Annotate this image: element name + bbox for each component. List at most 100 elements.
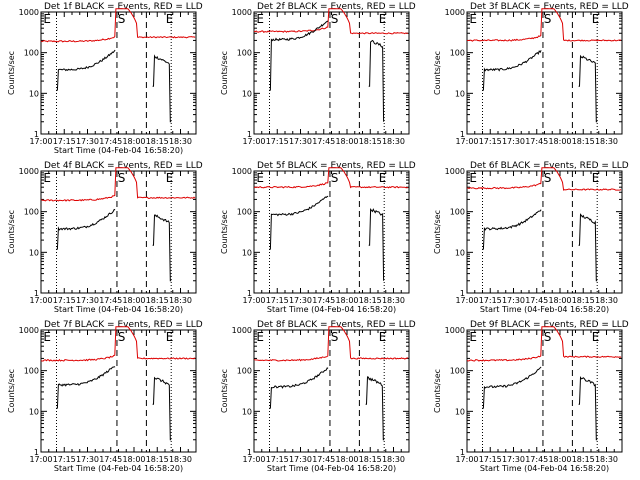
panel-title: Det 9f BLACK = Events, RED = LLD [470,320,629,330]
y-tick-label: 100 [24,208,39,217]
panel-6: Det 6f BLACK = Events, RED = LLD 1 10 100 10… [433,161,629,314]
marker-e: E [166,171,174,185]
marker-s: S [118,171,126,185]
panel-title: Det 3f BLACK = Events, RED = LLD [470,2,629,12]
x-tick-label: 17:15 [53,455,76,464]
y-axis-label: Counts/sec [220,51,229,95]
series-lld-line [40,326,196,362]
x-tick-label: 17:30 [76,137,99,146]
plot-frame [466,329,623,453]
y-axis-label: Counts/sec [7,369,16,413]
marker-s: S [331,12,339,26]
y-tick-label: 10 [242,407,252,416]
marker-e: E [166,330,174,344]
x-tick-label: 17:45 [312,137,335,146]
x-tick-label: 18:30 [382,137,405,146]
panel-3: Det 3f BLACK = Events, RED = LLD 1 10 100 10… [433,2,629,146]
series-events-line [482,50,542,91]
x-tick-label: 17:00 [455,455,478,464]
series-lld-line [40,8,196,43]
y-tick-label: 10 [29,89,39,98]
y-tick-label: 1000 [232,326,252,335]
x-tick-label: 18:30 [595,455,618,464]
series-events-line [269,195,329,250]
x-tick-label: 17:30 [502,137,525,146]
x-tick-label: 18:15 [359,455,382,464]
series-events-line [152,214,172,282]
marker-s: S [544,12,552,26]
series-lld-line [466,8,622,42]
series-events-line [152,54,172,123]
marker-e: E [256,330,264,344]
x-tick-label: 18:00 [548,296,571,305]
x-tick-label: 17:00 [29,137,52,146]
x-tick-label: 17:00 [455,137,478,146]
x-tick-label: 17:00 [455,296,478,305]
x-tick-label: 18:00 [122,296,145,305]
plot-frame [40,329,197,453]
marker-s: S [331,330,339,344]
series-events-line [578,375,598,441]
x-tick-label: 18:30 [169,455,192,464]
panel-title: Det 8f BLACK = Events, RED = LLD [257,320,416,330]
series-events-line [56,49,116,91]
x-tick-label: 18:15 [146,296,169,305]
marker-s: S [544,330,552,344]
x-axis-label: Start Time (04-Feb-04 16:58:20) [267,305,396,314]
plot-frame [40,11,197,135]
y-tick-label: 1 [247,130,252,139]
x-tick-label: 18:15 [572,455,595,464]
y-tick-label: 1 [34,289,39,298]
series-events-line [482,366,542,409]
x-tick-label: 18:00 [548,137,571,146]
marker-e: E [43,330,51,344]
panel-5: Det 5f BLACK = Events, RED = LLD 1 10 100 10… [220,161,416,314]
y-tick-label: 10 [29,407,39,416]
x-tick-label: 18:15 [146,137,169,146]
x-tick-label: 17:45 [99,137,122,146]
y-tick-label: 1000 [445,8,465,17]
y-axis-label: Counts/sec [433,369,442,413]
plot-frame [253,11,410,135]
marker-e: E [592,171,600,185]
marker-e: E [592,12,600,26]
x-tick-label: 17:30 [502,455,525,464]
x-tick-label: 18:00 [335,137,358,146]
x-tick-label: 18:00 [335,296,358,305]
x-axis-label: Start Time (04-Feb-04 16:58:20) [54,146,183,155]
panel-title: Det 4f BLACK = Events, RED = LLD [44,161,203,171]
x-tick-label: 17:30 [289,455,312,464]
x-tick-label: 18:00 [335,455,358,464]
x-axis-label: Start Time (04-Feb-04 16:58:20) [54,305,183,314]
marker-e: E [256,171,264,185]
y-tick-label: 1 [247,448,252,457]
x-axis-label: Start Time (04-Feb-04 16:58:20) [54,464,183,473]
panel-title: Det 2f BLACK = Events, RED = LLD [257,2,416,12]
y-tick-label: 1000 [232,8,252,17]
y-tick-label: 10 [29,248,39,257]
x-tick-label: 18:30 [382,455,405,464]
panel-9: Det 9f BLACK = Events, RED = LLD 1 10 100 10… [433,320,629,473]
y-axis-label: Counts/sec [7,51,16,95]
plot-frame [466,11,623,135]
marker-e: E [256,12,264,26]
marker-e: E [379,171,387,185]
x-tick-label: 17:45 [525,455,548,464]
series-events-line [368,207,385,281]
x-tick-label: 17:45 [99,296,122,305]
x-tick-label: 18:00 [122,137,145,146]
series-events-line [56,366,116,409]
x-tick-label: 18:15 [146,455,169,464]
series-events-line [368,39,385,122]
panel-4: Det 4f BLACK = Events, RED = LLD 1 10 100 10… [7,161,203,314]
x-tick-label: 18:30 [595,296,618,305]
y-tick-label: 1000 [445,167,465,176]
y-tick-label: 1000 [19,326,39,335]
series-lld-line [253,167,409,189]
series-events-line [578,54,598,123]
x-tick-label: 17:15 [266,296,289,305]
x-tick-label: 17:15 [266,137,289,146]
marker-e: E [43,12,51,26]
x-tick-label: 17:15 [266,455,289,464]
panel-title: Det 6f BLACK = Events, RED = LLD [470,161,629,171]
